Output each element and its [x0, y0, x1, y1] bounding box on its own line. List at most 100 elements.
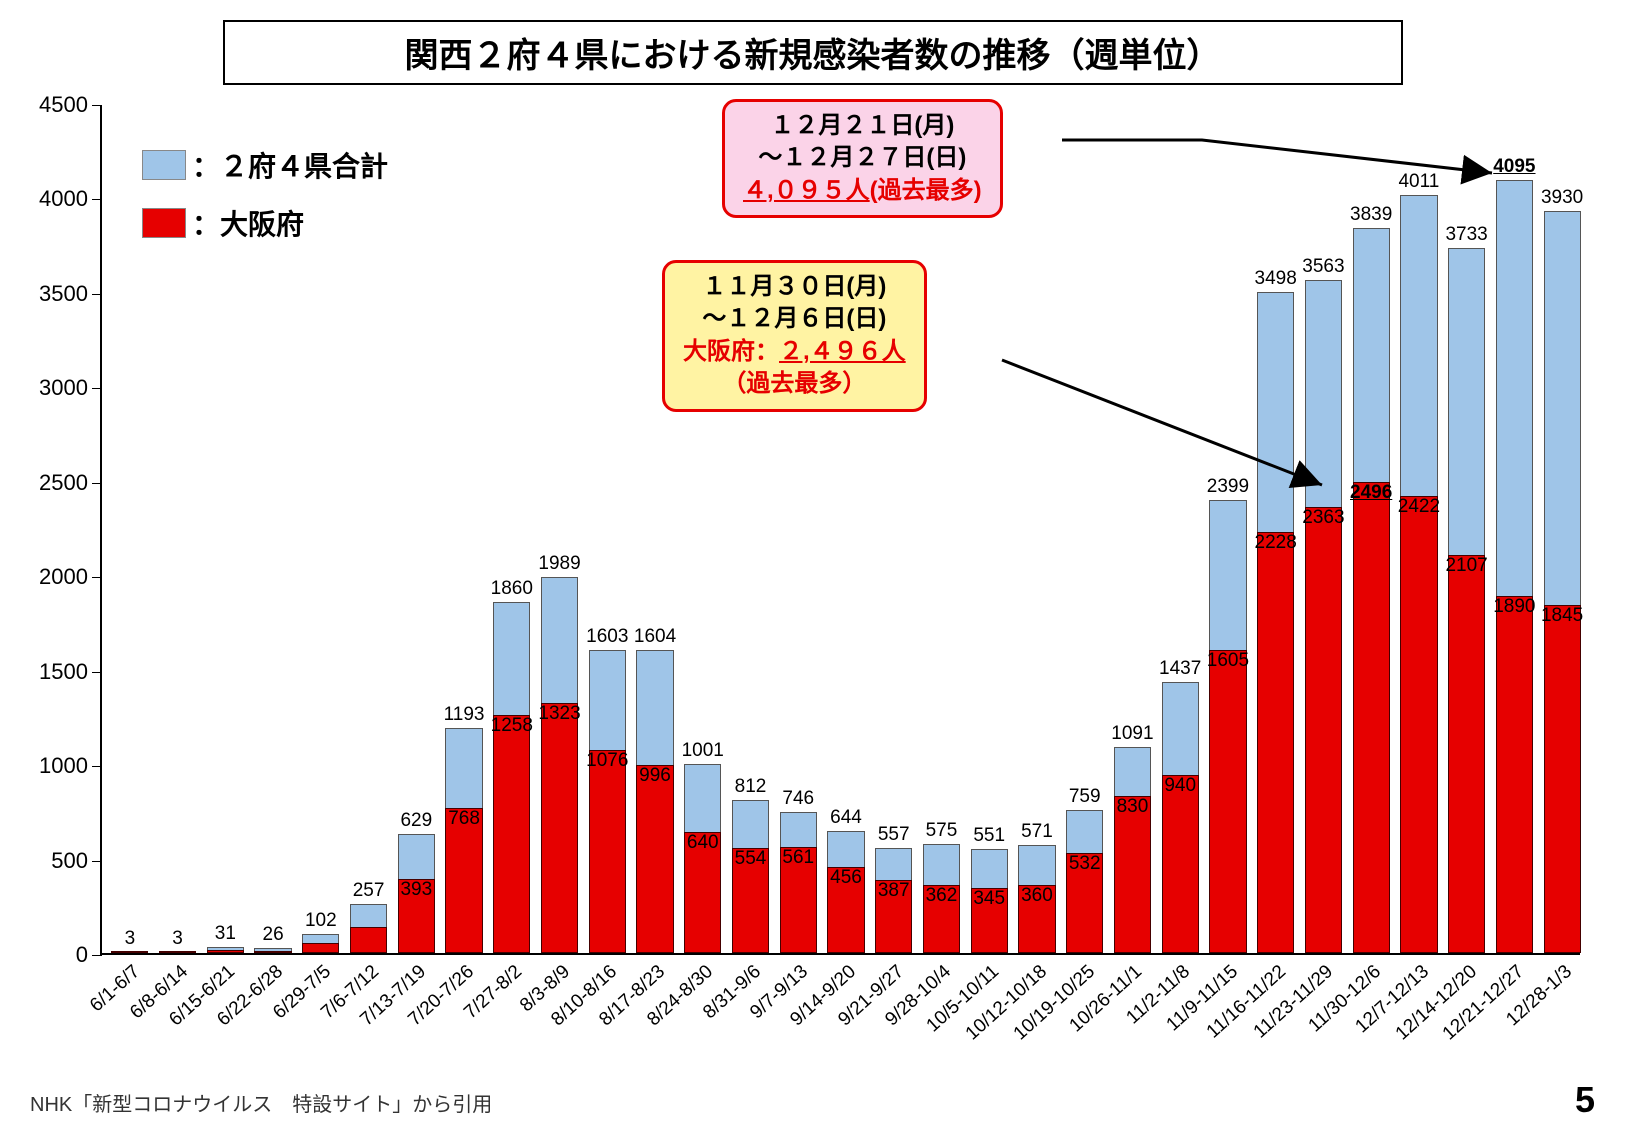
ytick-label: 3500 [39, 281, 88, 307]
bar-value-osaka: 768 [448, 808, 480, 830]
bar-osaka [1209, 650, 1246, 953]
bar-osaka [111, 951, 148, 953]
bar-value-osaka: 2228 [1255, 532, 1297, 554]
legend-item-osaka: ：大阪府 [142, 203, 388, 243]
bar-osaka [1400, 496, 1437, 953]
bar-osaka [1257, 532, 1294, 953]
bar-value-total: 1603 [586, 626, 628, 648]
bar-osaka [1496, 596, 1533, 953]
ytick [92, 199, 102, 200]
bar-value-total: 31 [215, 923, 236, 945]
callout-pink-line1: １２月２１日(月) [743, 110, 982, 142]
callout-yellow-count: ２,４９６人 [779, 338, 906, 365]
ytick [92, 105, 102, 106]
bar-value-total: 746 [782, 788, 814, 810]
bar-osaka [1448, 555, 1485, 953]
bar-value-total: 3 [172, 928, 183, 950]
callout-pink-line3: ４,０９５人(過去最多) [743, 175, 982, 207]
bar-value-total: 3733 [1445, 224, 1487, 246]
chart-area: 3331261022576293931193768186012581989132… [30, 95, 1595, 1065]
ytick [92, 861, 102, 862]
bar-value-total: 1860 [491, 578, 533, 600]
callout-pink-line2: ～１２月２７日(日) [743, 142, 982, 174]
bar-value-osaka: 561 [782, 847, 814, 869]
ytick-label: 1500 [39, 659, 88, 685]
ytick [92, 388, 102, 389]
bar-value-osaka: 1605 [1207, 650, 1249, 672]
bar-osaka [541, 703, 578, 953]
bar-osaka [589, 750, 626, 953]
legend-label-osaka: ：大阪府 [192, 203, 304, 243]
bar-value-total: 3563 [1302, 256, 1344, 278]
ytick-label: 2500 [39, 470, 88, 496]
ytick [92, 483, 102, 484]
bar-value-osaka: 2422 [1398, 496, 1440, 518]
bar-value-total: 1604 [634, 626, 676, 648]
bar-value-osaka: 387 [878, 880, 910, 902]
bar-value-osaka: 1845 [1541, 605, 1583, 627]
legend-item-total: ：２府４県合計 [142, 145, 388, 185]
bar-osaka [350, 927, 387, 953]
bar-osaka [493, 715, 530, 953]
bar-value-total: 1001 [682, 740, 724, 762]
legend-swatch-osaka [142, 208, 186, 238]
bar-value-total: 1193 [444, 704, 485, 726]
bar-value-osaka: 830 [1117, 796, 1149, 818]
bar-value-total: 1437 [1159, 658, 1201, 680]
ytick-label: 4500 [39, 92, 88, 118]
bar-value-total: 3930 [1541, 187, 1583, 209]
callout-yellow-prefix: 大阪府： [683, 338, 779, 365]
ytick-label: 500 [51, 848, 88, 874]
bar-value-total: 3839 [1350, 204, 1392, 226]
bar-osaka [636, 765, 673, 953]
bar-value-osaka: 360 [1021, 885, 1053, 907]
chart-title: 関西２府４県における新規感染者数の推移（週単位） [223, 20, 1403, 85]
bar-osaka [1353, 482, 1390, 953]
bar-value-total: 1989 [538, 553, 580, 575]
bar-value-total: 4095 [1493, 156, 1535, 178]
bar-value-osaka: 996 [639, 765, 671, 787]
ytick [92, 672, 102, 673]
bar-value-total: 4011 [1398, 171, 1439, 193]
bar-osaka [1162, 775, 1199, 953]
bar-value-osaka: 532 [1069, 853, 1101, 875]
bar-value-osaka: 1076 [586, 750, 628, 772]
legend-label-total: ：２府４県合計 [192, 145, 388, 185]
ytick-label: 1000 [39, 753, 88, 779]
bar-value-osaka: 2107 [1445, 555, 1487, 577]
bar-value-osaka: 640 [687, 832, 719, 854]
bar-value-osaka: 362 [926, 885, 958, 907]
callout-yellow: １１月３０日(月) ～１２月６日(日) 大阪府：２,４９６人 （過去最多） [662, 260, 927, 412]
bar-value-total: 575 [926, 820, 958, 842]
bar-value-osaka: 393 [400, 879, 432, 901]
ytick [92, 955, 102, 956]
bar-value-osaka: 456 [830, 867, 862, 889]
ytick [92, 294, 102, 295]
bar-osaka [207, 950, 244, 953]
ytick [92, 577, 102, 578]
ytick [92, 766, 102, 767]
callout-pink-note: (過去最多) [870, 177, 982, 204]
bar-value-total: 3498 [1255, 268, 1297, 290]
bar-value-total: 571 [1021, 821, 1053, 843]
callout-pink-count: ４,０９５人 [743, 177, 870, 204]
bar-osaka [254, 951, 291, 953]
bar-value-total: 557 [878, 824, 910, 846]
bar-osaka [1305, 507, 1342, 953]
ytick-label: 2000 [39, 564, 88, 590]
bar-value-total: 1091 [1111, 723, 1153, 745]
bar-value-total: 644 [830, 807, 862, 829]
bar-value-osaka: 345 [973, 888, 1005, 910]
bar-value-osaka: 1890 [1493, 596, 1535, 618]
ytick-label: 0 [76, 942, 88, 968]
bar-value-osaka: 1258 [491, 715, 533, 737]
bar-value-total: 26 [263, 924, 284, 946]
bar-osaka [1114, 796, 1151, 953]
bar-value-osaka: 940 [1164, 775, 1196, 797]
bar-value-total: 551 [973, 825, 1005, 847]
legend: ：２府４県合計 ：大阪府 [142, 145, 388, 261]
bar-value-total: 2399 [1207, 476, 1249, 498]
callout-yellow-line2: ～１２月６日(日) [683, 303, 906, 335]
callout-pink: １２月２１日(月) ～１２月２７日(日) ４,０９５人(過去最多) [722, 99, 1003, 218]
bar-osaka [1544, 605, 1581, 954]
